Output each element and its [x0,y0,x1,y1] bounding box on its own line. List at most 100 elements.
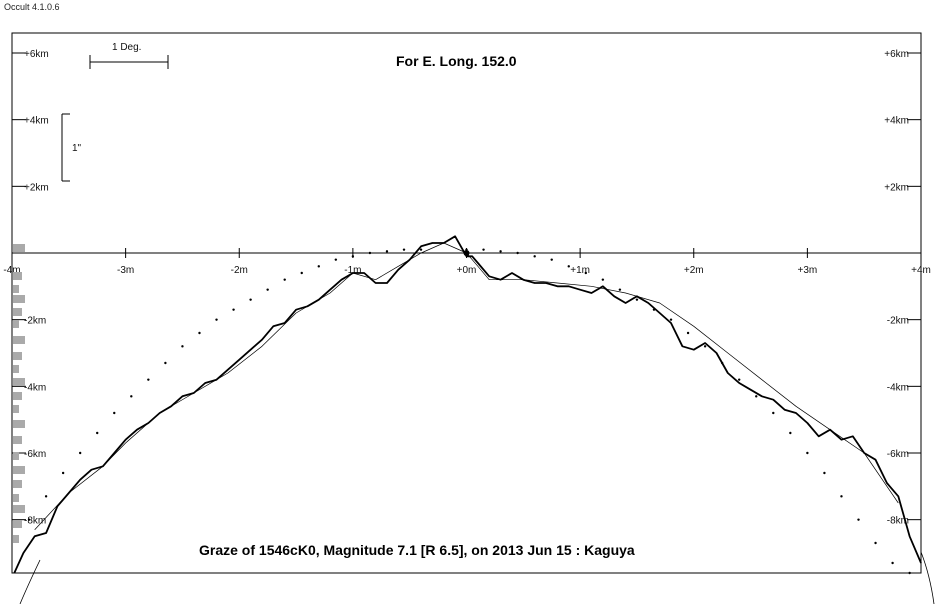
x-tick-label: +1m [570,265,590,276]
chart-title: For E. Long. 152.0 [396,53,517,69]
window-title: Occult 4.1.0.6 [4,2,60,12]
density-bar [13,420,25,428]
density-bar [13,452,19,460]
limb-dot [283,278,286,281]
limb-dot [772,411,775,415]
density-bar [13,320,19,328]
density-bar [13,466,25,474]
limb-dot [567,265,570,268]
x-tick-label: +3m [798,265,818,276]
x-tick-label: -3m [117,265,134,276]
y-tick-label-right: +2km [884,182,909,193]
limb-dot [806,451,809,455]
vertical-scale-bar: 1" [61,113,82,182]
limb-dot [300,271,303,275]
limb-dot [317,265,320,268]
limb-dot [686,331,690,335]
limb-dot [232,308,235,311]
density-bar [13,378,25,386]
y-tick-label-left: +2km [24,182,49,193]
y-tick-label-left: -4km [24,382,46,393]
x-tick-label: +0m [457,265,477,276]
y-tick-label-right: +6km [884,49,909,60]
x-tick-label: -4m [3,265,20,276]
y-tick-label-right: -4km [887,382,909,393]
limb-dot [198,331,201,335]
y-tick-label-left: -8km [24,516,46,527]
limb-dot [266,288,269,291]
limb-dot [891,561,894,565]
limb-dot [402,248,406,251]
x-tick-label: +2m [684,265,704,276]
density-bar [13,520,22,528]
limb-dot [840,495,843,498]
limb-dot [368,251,372,255]
density-bar [13,295,25,303]
limb-dot [584,271,588,275]
density-bar [13,436,22,444]
limb-dot [755,395,758,398]
limb-dot [419,248,423,251]
y-tick-label-right: -8km [887,516,909,527]
series-layer [13,235,935,604]
density-bar [13,535,19,543]
scale-bar: 1 Deg. [89,42,169,69]
limb-dot [113,411,116,415]
limb-dot [652,308,656,311]
density-bar [13,272,22,280]
limb-dot [27,518,31,521]
limb-dot [550,258,553,261]
limb-dot [516,251,519,255]
reference-point-marker [463,250,470,256]
density-bar [13,244,25,252]
y-tick-label-right: -2km [887,316,909,327]
x-tick-label: +4m [911,265,931,276]
limb-extension-right [920,551,935,604]
limb-dot [78,451,82,455]
vertical-scale-label: 1" [72,143,82,154]
y-tick-label-right: +4km [884,116,909,127]
density-bar [13,308,22,316]
limb-dot [385,250,389,253]
limb-dot [618,288,622,291]
density-bar [13,392,22,400]
limb-dot [789,431,792,435]
density-bar [13,336,25,344]
limb-dot [635,298,639,301]
y-tick-label-left: +6km [24,49,49,60]
limb-dot [334,258,338,261]
density-bar [13,352,22,360]
limb-dot [857,518,860,521]
limb-dot [908,571,911,575]
limb-dot [482,248,485,251]
y-tick-label-left: +4km [24,116,49,127]
y-tick-label-left: -2km [24,316,46,327]
density-bar [13,285,19,293]
limb-dot [874,541,877,545]
observer-density-bars [13,244,25,543]
limb-extension-left [19,559,41,604]
y-tick-label-left: -6km [24,449,46,460]
limb-dot [130,395,133,398]
limb-dot [44,495,48,498]
limb-dot [215,318,218,321]
x-tick-label: -2m [231,265,248,276]
limb-dot [96,431,99,435]
limb-dot [601,278,605,281]
density-bar [13,405,19,413]
density-bar [13,480,22,488]
density-bar [13,505,25,513]
limb-dot [738,378,741,381]
x-tick-label: -1m [344,265,361,276]
plot-frame [11,32,922,574]
limb-dot [249,298,252,301]
limb-dot [703,345,707,348]
limb-dot [61,471,65,475]
scale-bar-label: 1 Deg. [112,42,141,53]
chart-caption: Graze of 1546cK0, Magnitude 7.1 [R 6.5],… [199,542,635,558]
smoothed-profile-line [34,242,899,530]
axes-layer: -4m -3m -2m -1m +0m +1m +2m +3m +4m +6km +6km +4km +… [3,49,930,527]
limb-dot [499,250,502,253]
limb-dot [720,361,724,365]
